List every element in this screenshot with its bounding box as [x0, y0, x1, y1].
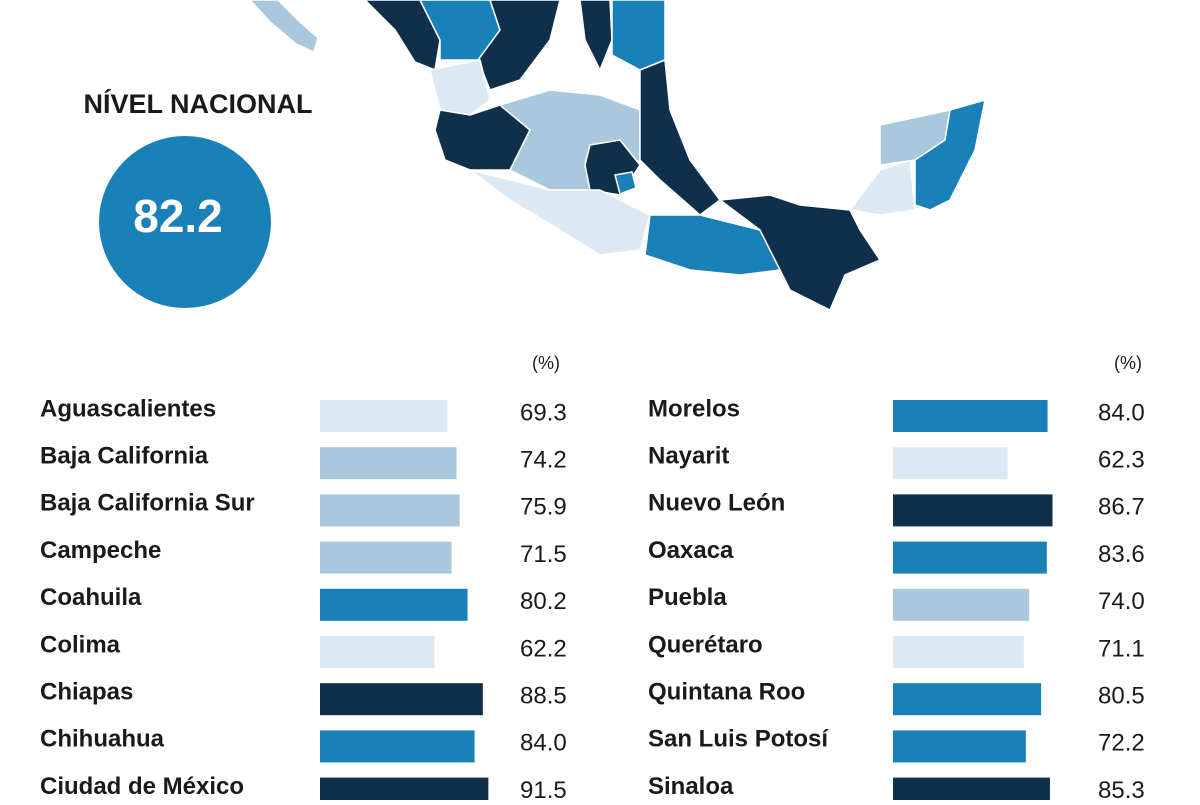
- bar: [893, 588, 1030, 621]
- value-label: 84.0: [1098, 399, 1145, 426]
- value-label: 71.1: [1098, 635, 1145, 662]
- bar: [893, 730, 1026, 763]
- bar: [320, 777, 489, 805]
- category-label: Ciudad de México: [40, 773, 244, 800]
- map-region: [614, 171, 637, 195]
- value-label: 80.2: [520, 588, 567, 615]
- national-value: 82.2: [133, 190, 223, 242]
- category-label: Chiapas: [40, 679, 133, 706]
- map-region: [914, 98, 986, 211]
- value-label: 91.5: [520, 777, 567, 800]
- map-region: [429, 59, 491, 116]
- category-label: Aguascalientes: [40, 395, 216, 422]
- value-label: 62.2: [520, 635, 567, 662]
- map-region: [248, 0, 319, 54]
- category-label: Quintana Roo: [648, 679, 805, 706]
- value-label: 74.0: [1098, 588, 1145, 615]
- bar: [893, 494, 1053, 527]
- bar: [893, 541, 1047, 574]
- category-label: Campeche: [40, 537, 161, 564]
- bar: [893, 400, 1048, 432]
- national-label: NÍVEL NACIONAL: [83, 88, 312, 119]
- value-label: 62.3: [1098, 447, 1145, 474]
- bar: [893, 683, 1042, 716]
- bar: [320, 400, 448, 432]
- value-label: 71.5: [520, 541, 567, 568]
- category-label: Sinaloa: [648, 773, 734, 800]
- unit-label: (%): [1114, 353, 1142, 373]
- value-label: 72.2: [1098, 730, 1145, 757]
- category-label: San Luis Potosí: [648, 726, 829, 753]
- national-circle: [99, 136, 271, 308]
- category-label: Baja California Sur: [40, 490, 255, 517]
- bar: [320, 494, 460, 527]
- category-label: Colima: [40, 631, 121, 658]
- map-region: [644, 214, 782, 276]
- bar: [320, 541, 452, 574]
- bar: [320, 588, 468, 621]
- value-label: 74.2: [520, 447, 567, 474]
- category-label: Morelos: [648, 395, 740, 422]
- map-region: [848, 158, 916, 216]
- map-region: [469, 169, 651, 256]
- value-label: 69.3: [520, 399, 567, 426]
- category-label: Coahuila: [40, 584, 142, 611]
- category-label: Nuevo León: [648, 490, 785, 517]
- map-region: [477, 0, 561, 91]
- value-label: 84.0: [520, 730, 567, 757]
- value-label: 86.7: [1098, 494, 1145, 521]
- map-region: [718, 194, 882, 312]
- value-label: 80.5: [1098, 683, 1145, 710]
- bar: [320, 636, 435, 668]
- category-label: Baja California: [40, 443, 209, 470]
- bar: [893, 447, 1008, 480]
- value-label: 85.3: [1098, 777, 1145, 800]
- category-label: Puebla: [648, 584, 727, 611]
- bar: [893, 636, 1024, 668]
- bar: [320, 683, 483, 716]
- category-label: Nayarit: [648, 443, 729, 470]
- category-label: Querétaro: [648, 631, 763, 658]
- value-label: 88.5: [520, 683, 567, 710]
- bar: [893, 777, 1050, 805]
- value-label: 75.9: [520, 494, 567, 521]
- map: [248, 0, 986, 312]
- map-region: [639, 58, 722, 216]
- bar: [320, 447, 457, 480]
- map-region: [611, 0, 666, 71]
- value-label: 83.6: [1098, 541, 1145, 568]
- category-label: Oaxaca: [648, 537, 734, 564]
- bar: [320, 730, 475, 763]
- map-region: [579, 0, 613, 72]
- category-label: Chihuahua: [40, 726, 165, 753]
- unit-label: (%): [532, 353, 560, 373]
